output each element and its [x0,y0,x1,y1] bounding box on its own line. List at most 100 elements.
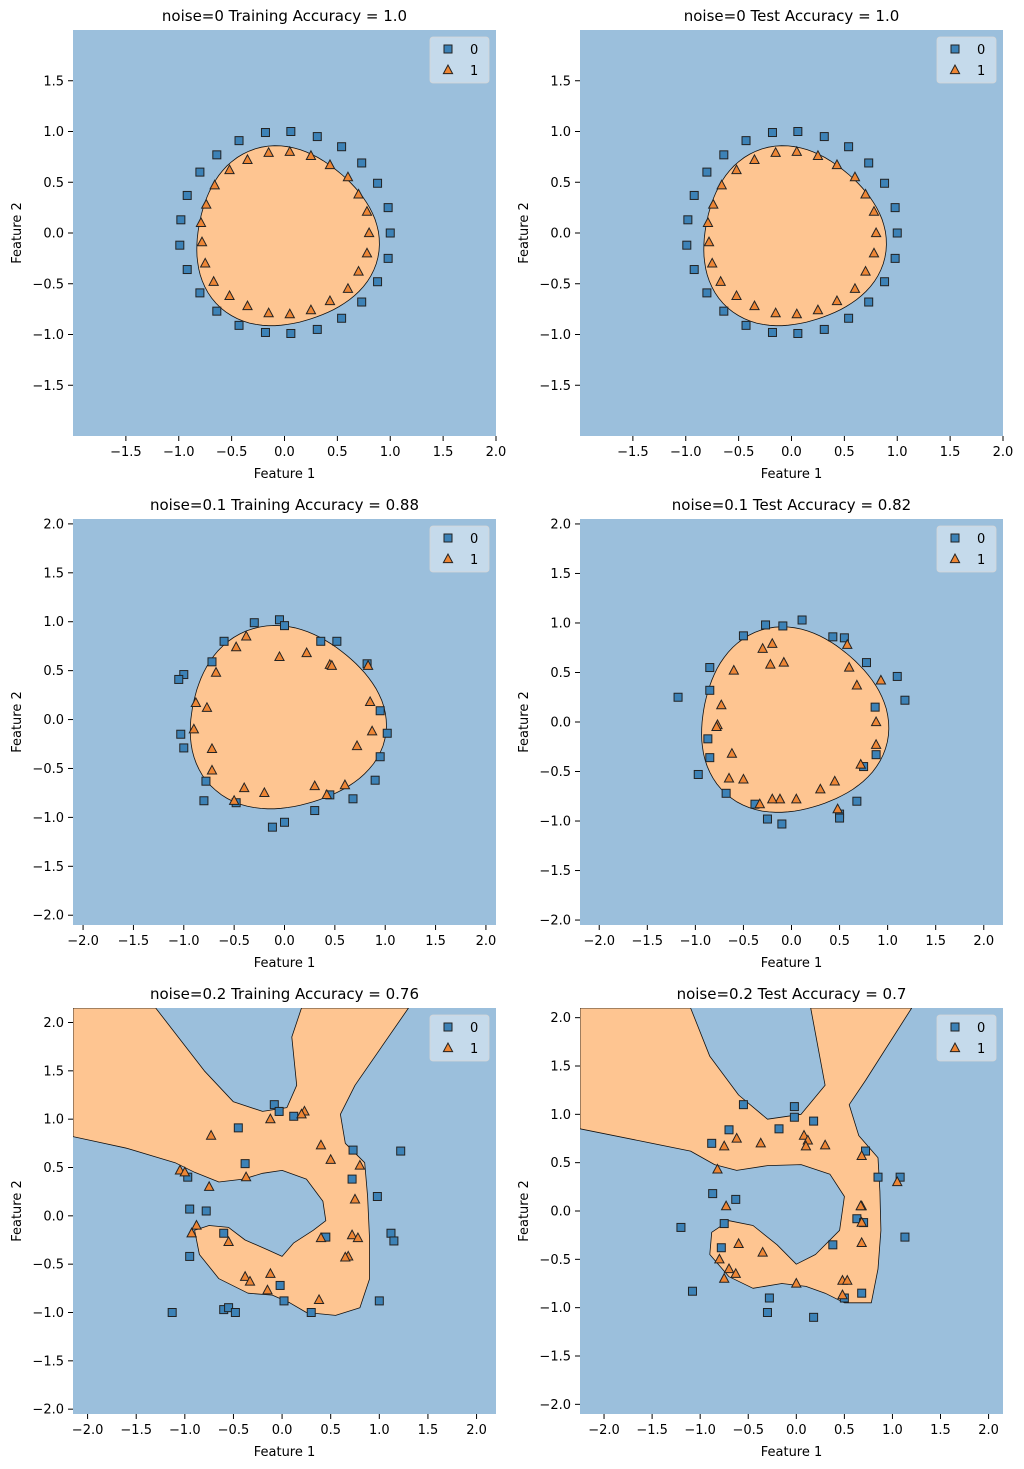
x-tick-label: 0.5 [320,1423,341,1438]
y-tick-label: −0.5 [32,762,64,777]
legend: 01 [429,525,490,573]
data-point-class-1 [832,803,844,814]
data-point-class-0 [689,265,699,275]
data-point-class-0 [873,1172,883,1182]
data-point-class-1 [196,236,208,247]
data-point-class-0 [761,620,771,630]
data-point-class-1 [339,1251,351,1262]
data-point-class-1 [790,793,802,804]
x-tick-label: 1.5 [940,445,961,460]
chart-title: noise=0.2 Training Accuracy = 0.76 [150,985,419,1003]
data-point-class-1 [860,188,871,199]
data-point-class-1 [206,742,218,754]
square-icon [950,533,960,543]
data-point-class-1 [829,775,841,786]
x-tick-label: −1.5 [636,1423,668,1438]
y-tick-label: 0.5 [43,664,64,679]
x-tick-label: −1.0 [684,1423,716,1438]
x-tick-label: 0.0 [274,445,295,460]
x-axis-label: Feature 1 [254,956,316,971]
chart-title: noise=0 Training Accuracy = 1.0 [162,7,407,25]
data-point-class-0 [347,1174,357,1184]
data-point-class-0 [396,1146,406,1156]
triangle-icon [442,552,454,564]
data-point-class-0 [201,1206,211,1216]
y-axis-label: Feature 2 [10,691,25,753]
data-point-class-1 [342,282,354,293]
data-point-class-0 [767,128,777,138]
data-point-class-0 [230,1308,240,1317]
data-point-class-1 [831,294,843,306]
data-point-class-0 [864,158,874,168]
data-point-class-0 [693,769,703,779]
square-icon [443,533,453,543]
data-point-class-1 [321,788,333,799]
x-tick-label: 0.0 [781,445,802,460]
data-point-class-1 [764,658,776,669]
y-tick-label: 2.0 [550,517,571,532]
x-tick-label: 0.5 [834,1423,855,1438]
legend-label-1: 1 [470,1042,478,1057]
data-point-class-0 [703,734,713,744]
y-tick-label: −1.0 [539,815,571,830]
data-point-class-1 [718,1140,730,1151]
data-point-class-0 [207,657,217,667]
data-point-class-1 [870,738,882,749]
data-point-class-1 [206,764,218,775]
y-tick-label: 0.0 [550,227,571,242]
x-tick-label: −2.0 [588,1423,620,1438]
legend-label-0: 0 [470,1021,478,1036]
data-point-class-0 [890,203,900,213]
legend-frame [429,525,490,573]
x-tick-label: −0.5 [216,445,248,460]
data-point-class-0 [383,203,393,213]
data-point-class-1 [755,1137,767,1148]
data-point-class-0 [249,618,259,628]
y-tick-label: −1.0 [32,811,64,826]
data-point-class-1 [851,679,863,690]
data-point-class-0 [212,150,222,160]
data-point-class-1 [856,1149,868,1160]
data-point-class-1 [860,265,871,276]
y-tick-label: −0.5 [32,277,64,292]
data-point-class-0 [179,743,189,753]
data-point-class-0 [828,632,838,642]
x-tick-label: 0.5 [325,934,346,949]
data-point-class-0 [195,288,205,298]
data-point-class-1 [364,695,376,707]
data-point-class-0 [274,1106,284,1116]
chart-panel-6: −2.0 −1.5 −1.0 −0.5 0.0 0.5 1.0 1.5 2.0 −2.0 −1.5 −… [517,985,1003,1460]
data-point-class-1 [264,1113,276,1124]
data-point-class-1 [349,1193,361,1204]
data-point-class-0 [892,671,902,681]
data-point-class-1 [718,1272,730,1283]
data-point-class-0 [212,306,222,316]
data-point-class-1 [891,1175,903,1187]
data-point-class-0 [880,178,890,188]
x-tick-label: −0.5 [732,1423,764,1438]
data-point-class-1 [737,773,749,784]
x-tick-label: 2.0 [476,934,497,949]
legend-frame [936,36,997,84]
data-point-class-0 [289,1111,299,1121]
data-point-class-0 [721,788,731,798]
data-point-class-0 [844,142,854,152]
y-tick-label: 0.0 [550,1205,571,1220]
data-point-class-1 [707,198,719,209]
data-point-class-1 [242,153,253,165]
data-point-class-1 [733,1237,745,1248]
data-point-class-1 [819,1139,831,1150]
data-point-class-0 [185,1204,195,1214]
data-point-class-1 [284,145,296,156]
data-point-class-1 [706,257,718,268]
y-tick-label: 0.0 [43,713,64,728]
data-point-class-0 [234,320,244,330]
triangle-icon [442,1041,454,1053]
data-point-class-1 [200,198,212,209]
x-axis-label: Feature 1 [254,467,316,482]
data-point-class-0 [880,277,890,287]
data-point-class-0 [719,1219,729,1229]
x-tick-label: −2.0 [67,934,99,949]
data-point-class-1 [766,637,778,648]
y-tick-label: −0.5 [539,1253,571,1268]
